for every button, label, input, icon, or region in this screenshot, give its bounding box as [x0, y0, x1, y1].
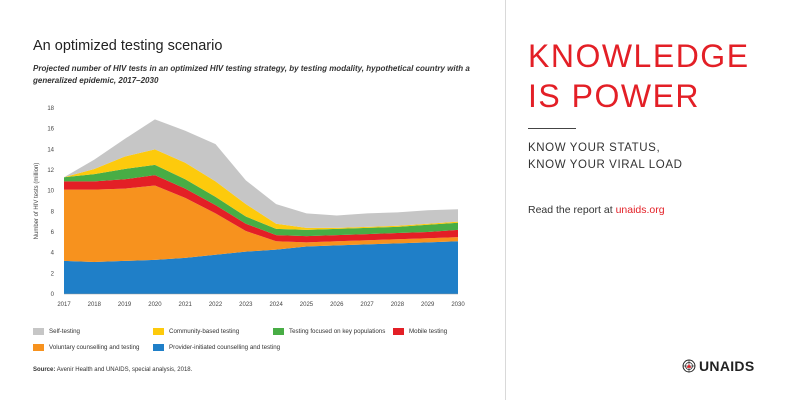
- headline-line-1: KNOWLEDGE: [528, 38, 750, 74]
- area-provider-initiated-counselling-and-testing: [64, 241, 458, 294]
- x-tick-label: 2025: [300, 302, 314, 308]
- legend-swatch: [153, 328, 164, 335]
- y-tick-label: 16: [47, 127, 54, 133]
- x-tick-label: 2018: [88, 302, 102, 308]
- legend-swatch: [33, 344, 44, 351]
- area-self-testing: [64, 119, 458, 228]
- report-link[interactable]: unaids.org: [615, 204, 665, 216]
- legend-item: Mobile testing: [393, 328, 447, 335]
- x-tick-label: 2021: [179, 302, 193, 308]
- y-tick-label: 2: [51, 271, 55, 277]
- source-note: Source: Avenir Health and UNAIDS, specia…: [33, 367, 193, 373]
- headline: KNOWLEDGE IS POWER: [528, 36, 750, 116]
- y-tick-label: 14: [47, 147, 54, 153]
- y-tick-label: 18: [47, 106, 54, 112]
- x-tick-label: 2029: [421, 302, 435, 308]
- logo-text: UNAIDS: [699, 358, 755, 374]
- tagline: KNOW YOUR STATUS, KNOW YOUR VIRAL LOAD: [528, 140, 683, 174]
- message-panel: KNOWLEDGE IS POWER KNOW YOUR STATUS, KNO…: [506, 0, 800, 400]
- tagline-line-1: KNOW YOUR STATUS,: [528, 142, 661, 154]
- x-tick-label: 2023: [239, 302, 253, 308]
- legend-label: Testing focused on key populations: [289, 328, 386, 335]
- x-tick-label: 2030: [451, 302, 465, 308]
- y-tick-label: 8: [51, 209, 55, 215]
- area-voluntary-counselling-and-testing: [64, 185, 458, 262]
- legend-item: Provider-initiated counselling and testi…: [153, 344, 280, 351]
- legend-label: Mobile testing: [409, 328, 448, 335]
- legend-swatch: [33, 328, 44, 335]
- x-tick-label: 2022: [209, 302, 223, 308]
- legend-swatch: [153, 344, 164, 351]
- y-axis-label: Number of HIV tests (million): [34, 163, 40, 240]
- chart-panel: An optimized testing scenario Projected …: [33, 38, 473, 373]
- legend-swatch: [393, 328, 404, 335]
- tagline-line-2: KNOW YOUR VIRAL LOAD: [528, 159, 683, 171]
- chart-title: An optimized testing scenario: [33, 38, 223, 54]
- x-tick-label: 2028: [391, 302, 405, 308]
- x-tick-label: 2017: [57, 302, 71, 308]
- area-testing-focused-on-key-populations: [64, 164, 458, 237]
- stacked-area-chart: Number of HIV tests (million) 0 2 4 6 8 10 12 14…: [34, 106, 465, 308]
- chart-subtitle: Projected number of HIV tests in an opti…: [33, 64, 470, 85]
- headline-line-2: IS POWER: [528, 78, 701, 114]
- legend-label: Voluntary counselling and testing: [49, 344, 140, 351]
- legend-item: Testing focused on key populations: [273, 328, 385, 335]
- x-tick-label: 2019: [118, 302, 132, 308]
- legend-swatch: [273, 328, 284, 335]
- x-tick-label: 2027: [360, 302, 374, 308]
- legend-label: Community-based testing: [169, 328, 240, 335]
- x-tick-label: 2024: [269, 302, 283, 308]
- legend-item: Self-testing: [33, 328, 80, 335]
- x-tick-label: 2026: [330, 302, 344, 308]
- report-text: Read the report at: [528, 204, 616, 216]
- headline-rule: [528, 128, 576, 129]
- legend-item: Voluntary counselling and testing: [33, 344, 139, 351]
- y-tick-label: 12: [47, 168, 54, 174]
- y-tick-label: 4: [51, 251, 55, 257]
- panel-divider: [505, 0, 506, 400]
- legend-label: Provider-initiated counselling and testi…: [169, 344, 281, 351]
- x-tick-label: 2020: [148, 302, 162, 308]
- y-tick-label: 6: [51, 230, 55, 236]
- legend-label: Self-testing: [49, 328, 80, 335]
- un-emblem-icon: [682, 359, 696, 373]
- y-tick-label: 10: [47, 189, 54, 195]
- unaids-logo: UNAIDS: [682, 358, 754, 374]
- report-cta: Read the report at unaids.org: [528, 204, 665, 216]
- area-mobile-testing: [64, 175, 458, 243]
- y-tick-label: 0: [51, 292, 55, 298]
- legend-item: Community-based testing: [153, 328, 239, 335]
- chart-legend: Self-testing Community-based testing Testi…: [33, 328, 473, 358]
